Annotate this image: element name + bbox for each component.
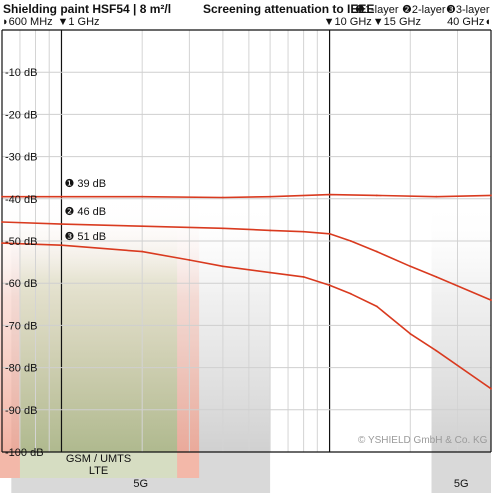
series-point-3-layer-7 — [328, 284, 331, 287]
band-5g-high-strip — [431, 452, 491, 493]
y-tick-label--30: -30 dB — [5, 152, 37, 164]
band-gsm-umts-core-shade — [19, 220, 178, 462]
series-point-1-layer-8 — [490, 194, 492, 197]
series-point-1-layer-0 — [1, 195, 3, 198]
series-point-3-layer-4 — [221, 265, 224, 268]
x-tick-label-40ghz: 40 GHz◖ — [447, 16, 491, 28]
y-tick-label--90: -90 dB — [5, 405, 37, 417]
series-point-2-layer-8 — [375, 250, 378, 253]
series-point-2-layer-11 — [490, 299, 492, 301]
copyright-notice: © YSHIELD GmbH & Co. KG — [358, 435, 488, 446]
series-line-2-layer — [1, 221, 492, 301]
series-point-1-layer-7 — [435, 195, 438, 198]
gridlines — [1, 29, 492, 453]
y-tick-label--20: -20 dB — [5, 109, 37, 121]
series-point-3-layer-6 — [302, 275, 305, 278]
series-point-3-layer-2 — [141, 250, 144, 253]
chart-title: Shielding paint HSF54 | 8 m²/l — [3, 2, 171, 16]
band-label-gsm-umts: GSM / UMTS — [66, 453, 131, 465]
chart-labels: -10 dB -20 dB -30 dB -40 dB -50 dB -60 dB -70 … — [2, 4, 491, 459]
legend-item-3-layer: ❸3-layer — [446, 4, 490, 16]
x-tick-label-1ghz: ▼1 GHz — [57, 16, 99, 28]
y-tick-label--100: -100 dB — [5, 447, 44, 459]
series-point-1-layer-1 — [60, 195, 63, 198]
value-label-3-layer: ❸ 51 dB — [64, 231, 106, 243]
legend-item-1-layer: ❶1-layer — [355, 4, 399, 16]
series-point-2-layer-0 — [1, 221, 3, 223]
x-tick-label-10ghz: ▼10 GHz — [324, 16, 372, 28]
series-point-3-layer-12 — [490, 387, 492, 390]
y-tick-label--50: -50 dB — [5, 236, 37, 248]
series-point-2-layer-7 — [349, 240, 352, 242]
data-series — [1, 193, 492, 390]
legend-item-2-layer: ❷2-layer — [402, 4, 446, 16]
value-label-1-layer: ❶ 39 dB — [64, 178, 106, 190]
series-point-2-layer-6 — [328, 232, 331, 235]
value-label-2-layer: ❷ 46 dB — [64, 206, 106, 218]
series-point-3-layer-10 — [409, 332, 412, 335]
x-tick-label-15ghz: ▼15 GHz — [373, 16, 421, 28]
band-label-lte: LTE — [89, 465, 108, 477]
series-point-1-layer-6 — [375, 194, 378, 197]
series-point-1-layer-2 — [141, 195, 144, 198]
y-tick-label--60: -60 dB — [5, 278, 37, 290]
series-point-2-layer-9 — [409, 265, 412, 268]
band-label-5g-high: 5G — [454, 478, 469, 490]
y-tick-label--40: -40 dB — [5, 194, 37, 206]
series-point-2-layer-1 — [60, 223, 63, 226]
series-point-2-layer-10 — [435, 275, 438, 278]
series-point-3-layer-8 — [349, 292, 352, 295]
y-tick-label--70: -70 dB — [5, 320, 37, 332]
series-point-1-layer-4 — [269, 195, 272, 198]
series-point-3-layer-9 — [375, 305, 378, 308]
series-line-1-layer — [2, 193, 492, 199]
x-tick-label-600mhz: ◗600 MHz — [2, 16, 53, 28]
series-point-2-layer-2 — [141, 225, 144, 228]
series-point-3-layer-5 — [269, 271, 272, 274]
band-label-5g-low: 5G — [133, 478, 148, 490]
series-point-3-layer-1 — [60, 244, 63, 247]
band-gsm-strip-inner — [19, 452, 178, 478]
series-point-2-layer-3 — [221, 227, 224, 230]
series-point-3-layer-11 — [435, 349, 438, 352]
series-point-3-layer-3 — [188, 259, 191, 261]
series-point-3-layer-0 — [1, 242, 3, 245]
chart-subtitle: Screening attenuation to IEEE — [203, 2, 374, 16]
series-point-2-layer-4 — [269, 229, 272, 232]
band-5g-high-shade — [431, 200, 491, 476]
y-tick-label--80: -80 dB — [5, 363, 37, 375]
series-point-2-layer-5 — [302, 230, 305, 233]
series-point-1-layer-5 — [328, 193, 331, 196]
series-point-1-layer-3 — [221, 196, 224, 199]
y-tick-label--10: -10 dB — [5, 67, 37, 79]
